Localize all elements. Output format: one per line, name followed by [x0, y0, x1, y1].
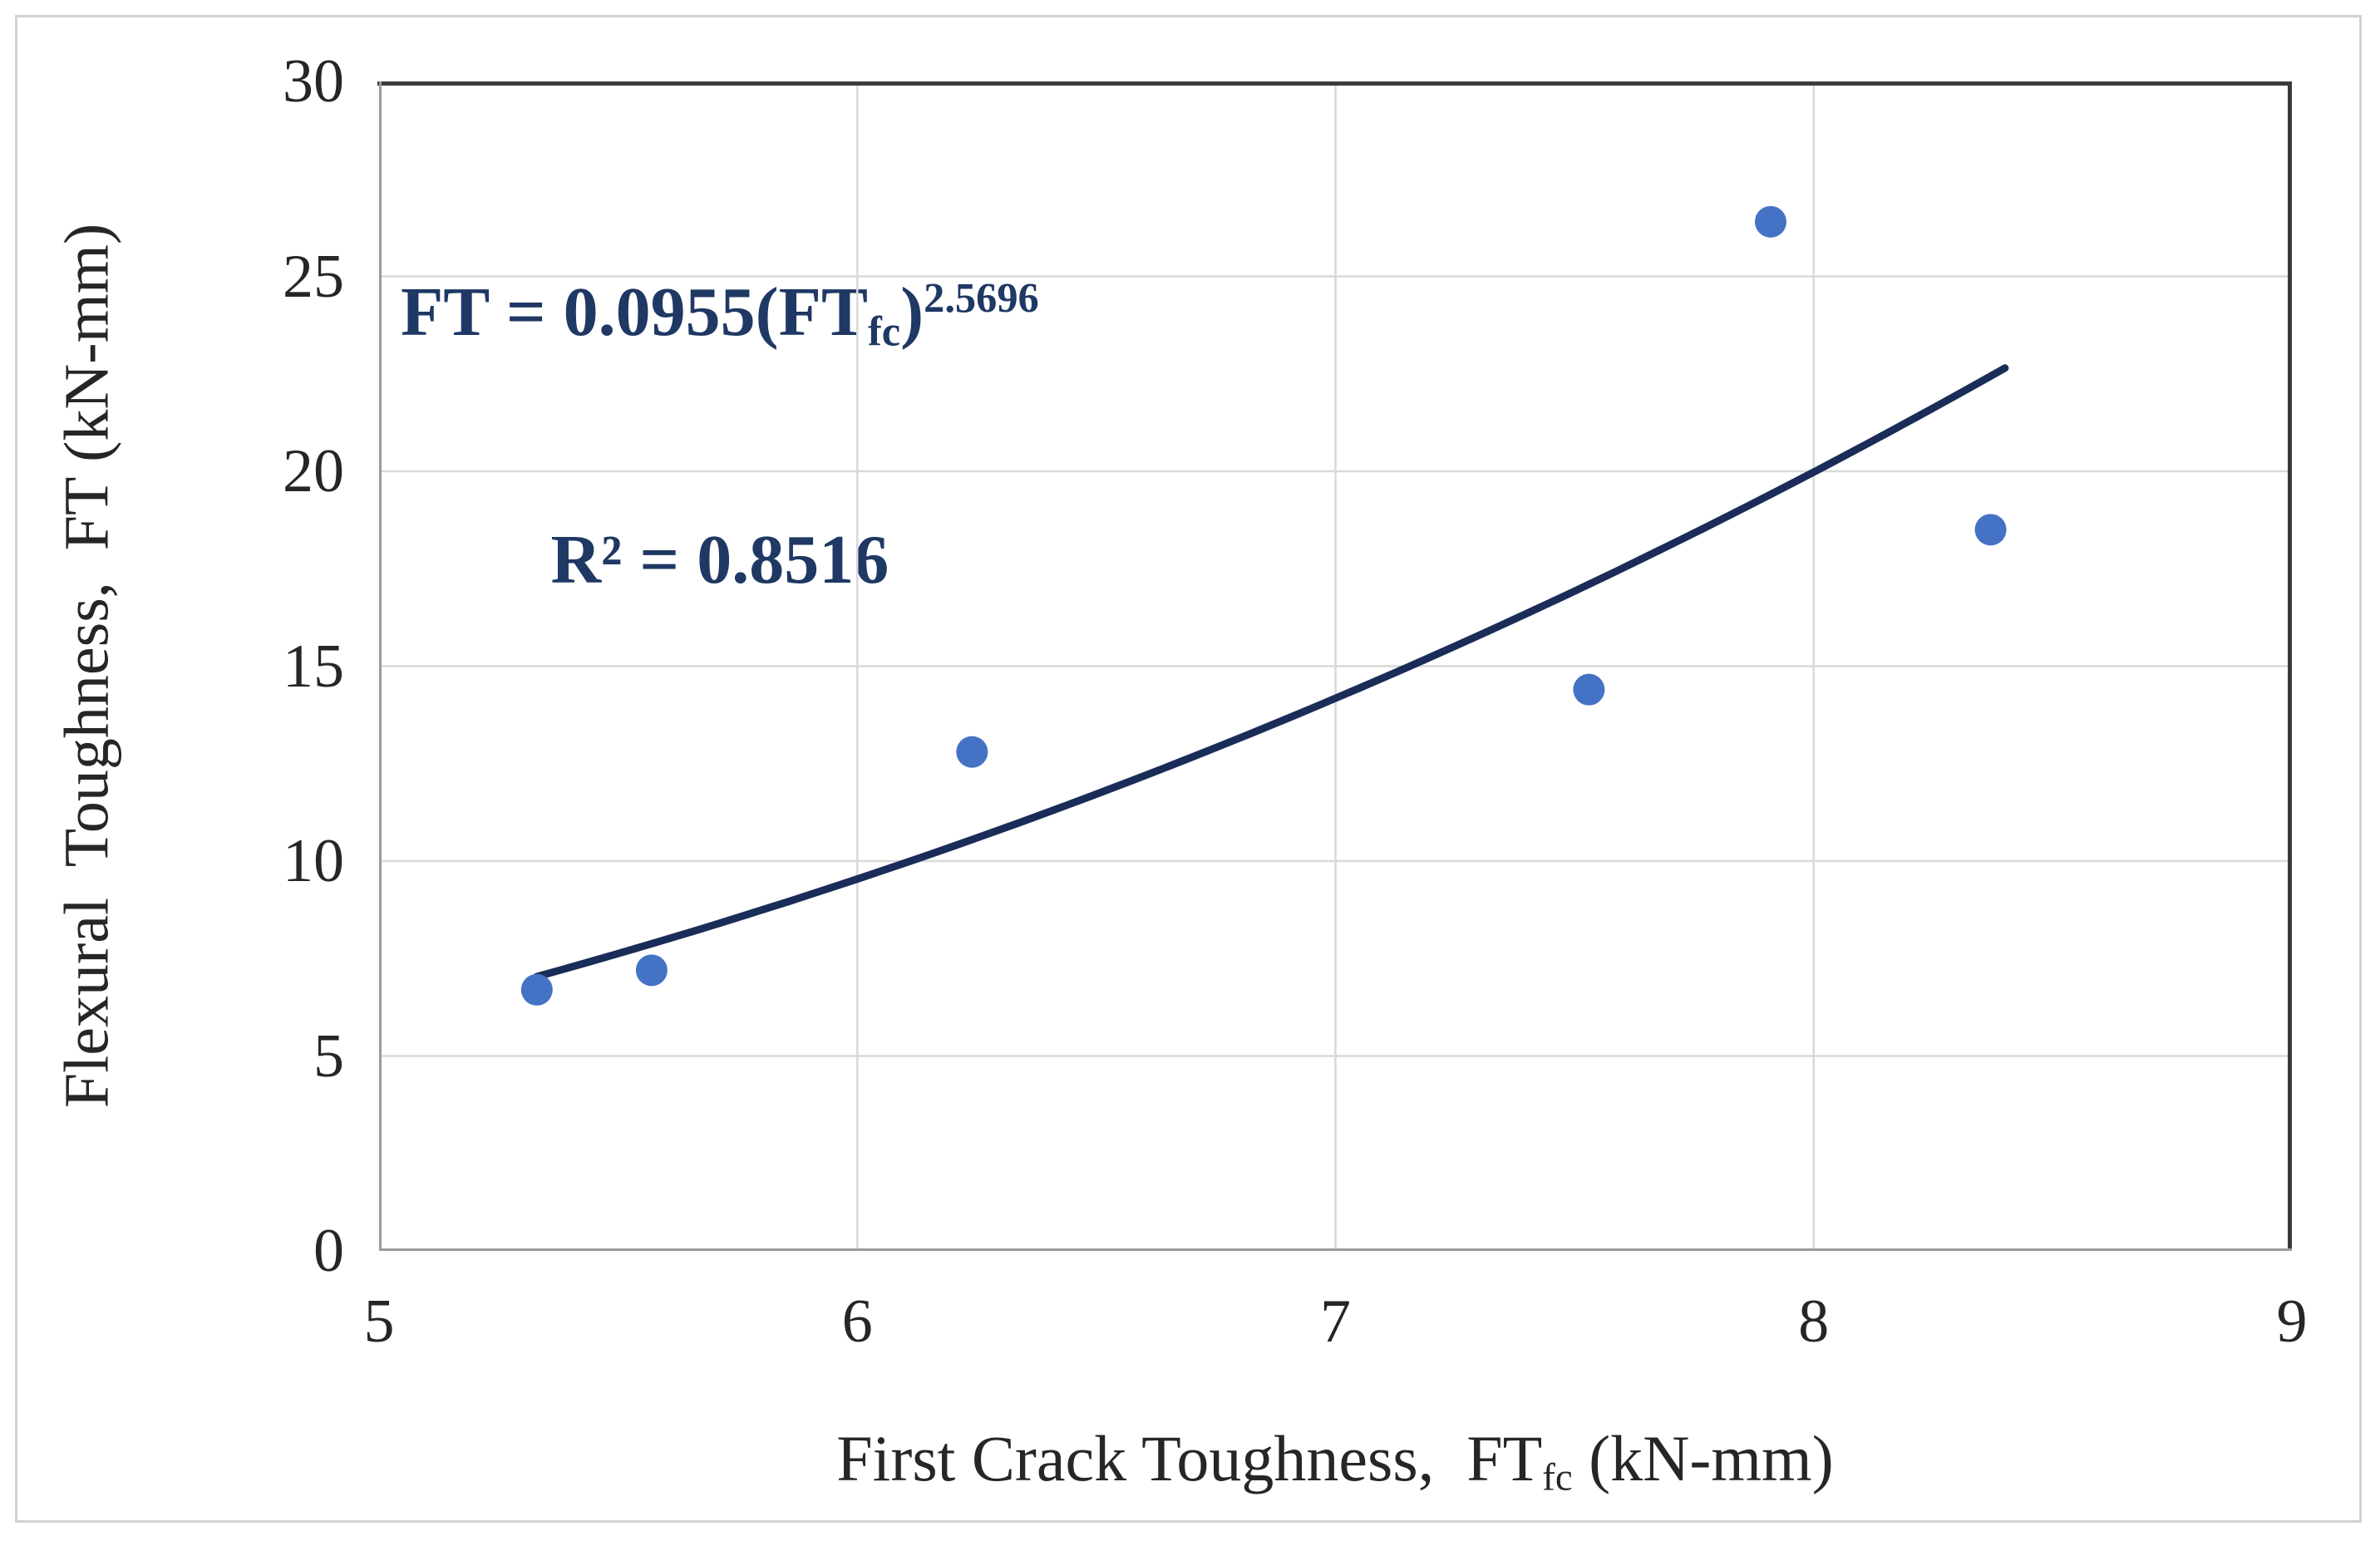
- data-point-marker: [1573, 673, 1605, 706]
- x-axis-title-suffix: (kN-mm): [1572, 1422, 1834, 1494]
- chart-svg: [377, 81, 2292, 1251]
- data-points: [520, 205, 2007, 1006]
- y-tick-label: 20: [283, 437, 344, 505]
- x-tick-label: 6: [841, 1287, 873, 1356]
- data-point-marker: [1974, 514, 2007, 546]
- plot-border: [377, 81, 2292, 1251]
- y-tick-label: 10: [283, 827, 344, 895]
- equation-exponent: 2.5696: [924, 274, 1039, 322]
- y-axis-title: Flexural Toughness, FT (kN-mm): [52, 223, 122, 1109]
- x-axis-title-prefix: First Crack Toughness, FT: [836, 1422, 1543, 1494]
- x-axis-title: First Crack Toughness, FTfc (kN-mm): [836, 1421, 1834, 1499]
- x-tick-label: 7: [1320, 1287, 1351, 1356]
- equation-annotation: FT = 0.0955(FTfc)2.5696 R² = 0.8516: [401, 106, 1039, 766]
- data-point-marker: [1754, 205, 1786, 238]
- y-tick-label: 30: [283, 47, 344, 116]
- trendline: [533, 364, 2009, 981]
- equation-line1: FT = 0.0955(FTfc)2.5696: [401, 271, 1039, 353]
- equation-subscript: fc: [868, 308, 901, 355]
- x-tick-label: 5: [363, 1287, 395, 1356]
- figure-outer-border: [15, 15, 2362, 1523]
- plot-area: [377, 81, 2292, 1251]
- y-tick-label: 0: [313, 1217, 344, 1285]
- data-point-marker: [635, 954, 668, 987]
- x-tick-label: 9: [2276, 1287, 2308, 1356]
- data-point-marker: [956, 736, 988, 768]
- x-tick-label: 8: [1798, 1287, 1830, 1356]
- gridlines: [379, 81, 2292, 1251]
- equation-prefix: FT = 0.0955(FT: [401, 273, 868, 352]
- trendline-curve: [533, 364, 2009, 981]
- equation-close-paren: ): [900, 273, 924, 352]
- y-tick-label: 25: [283, 242, 344, 311]
- y-tick-label: 5: [313, 1022, 344, 1091]
- y-tick-label: 15: [283, 632, 344, 701]
- x-axis-title-subscript: fc: [1542, 1455, 1573, 1499]
- data-point-marker: [520, 973, 553, 1006]
